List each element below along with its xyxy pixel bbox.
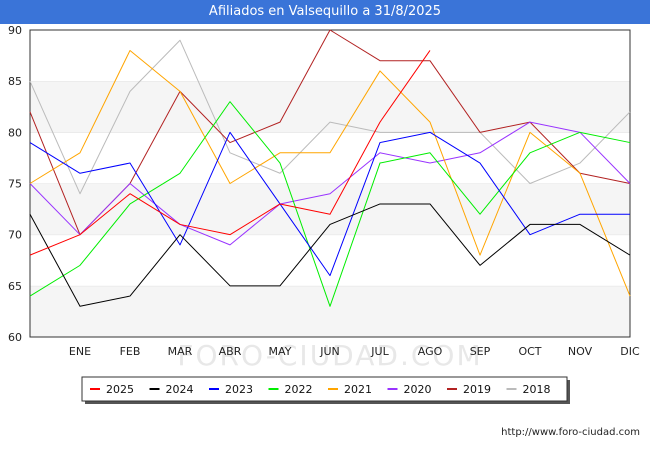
legend-label-2024: 2024 [166,383,194,396]
grid-band [30,234,630,286]
series-line-2018 [29,39,631,195]
x-tick-label: FEB [120,345,141,358]
footer-url: http://www.foro-ciudad.com [501,427,640,438]
grid-band [30,132,630,184]
y-tick-label: 80 [8,126,22,139]
y-tick-label: 85 [8,75,22,88]
x-tick-label: JUL [370,345,389,358]
y-tick-label: 60 [8,331,22,344]
grid-band [30,285,630,337]
grid-band [30,30,630,82]
series-line-2022 [29,101,631,307]
legend-label-2022: 2022 [285,383,313,396]
series-line-2024 [29,203,631,307]
x-tick-label: ABR [219,345,242,358]
legend-label-2019: 2019 [463,383,491,396]
x-tick-label: NOV [568,345,593,358]
legend-label-2023: 2023 [225,383,253,396]
series-line-2023 [29,131,630,277]
y-tick-label: 90 [8,24,22,37]
watermark: FORO-CIUDAD.COM [177,339,482,372]
y-tick-label: 65 [8,280,22,293]
chart-title: Afiliados en Valsequillo a 31/8/2025 [0,0,650,24]
x-tick-label: JUN [319,345,340,358]
legend-label-2020: 2020 [404,383,432,396]
y-tick-label: 70 [8,229,22,242]
x-tick-label: OCT [518,345,541,358]
x-tick-label: MAR [168,345,193,358]
legend-box [81,376,568,402]
legend-label-2025: 2025 [106,383,134,396]
y-tick-label: 75 [8,178,22,191]
x-tick-label: SEP [470,345,491,358]
grid-band [30,183,630,235]
x-tick-label: DIC [620,345,640,358]
grid-band [30,81,630,133]
legend-label-2018: 2018 [523,383,551,396]
series-line-2021 [29,49,631,297]
x-tick-label: AGO [418,345,443,358]
series-line-2025 [29,50,431,256]
series-line-2020 [29,121,631,246]
x-tick-label: ENE [69,345,91,358]
x-tick-label: MAY [269,345,292,358]
legend-label-2021: 2021 [344,383,372,396]
